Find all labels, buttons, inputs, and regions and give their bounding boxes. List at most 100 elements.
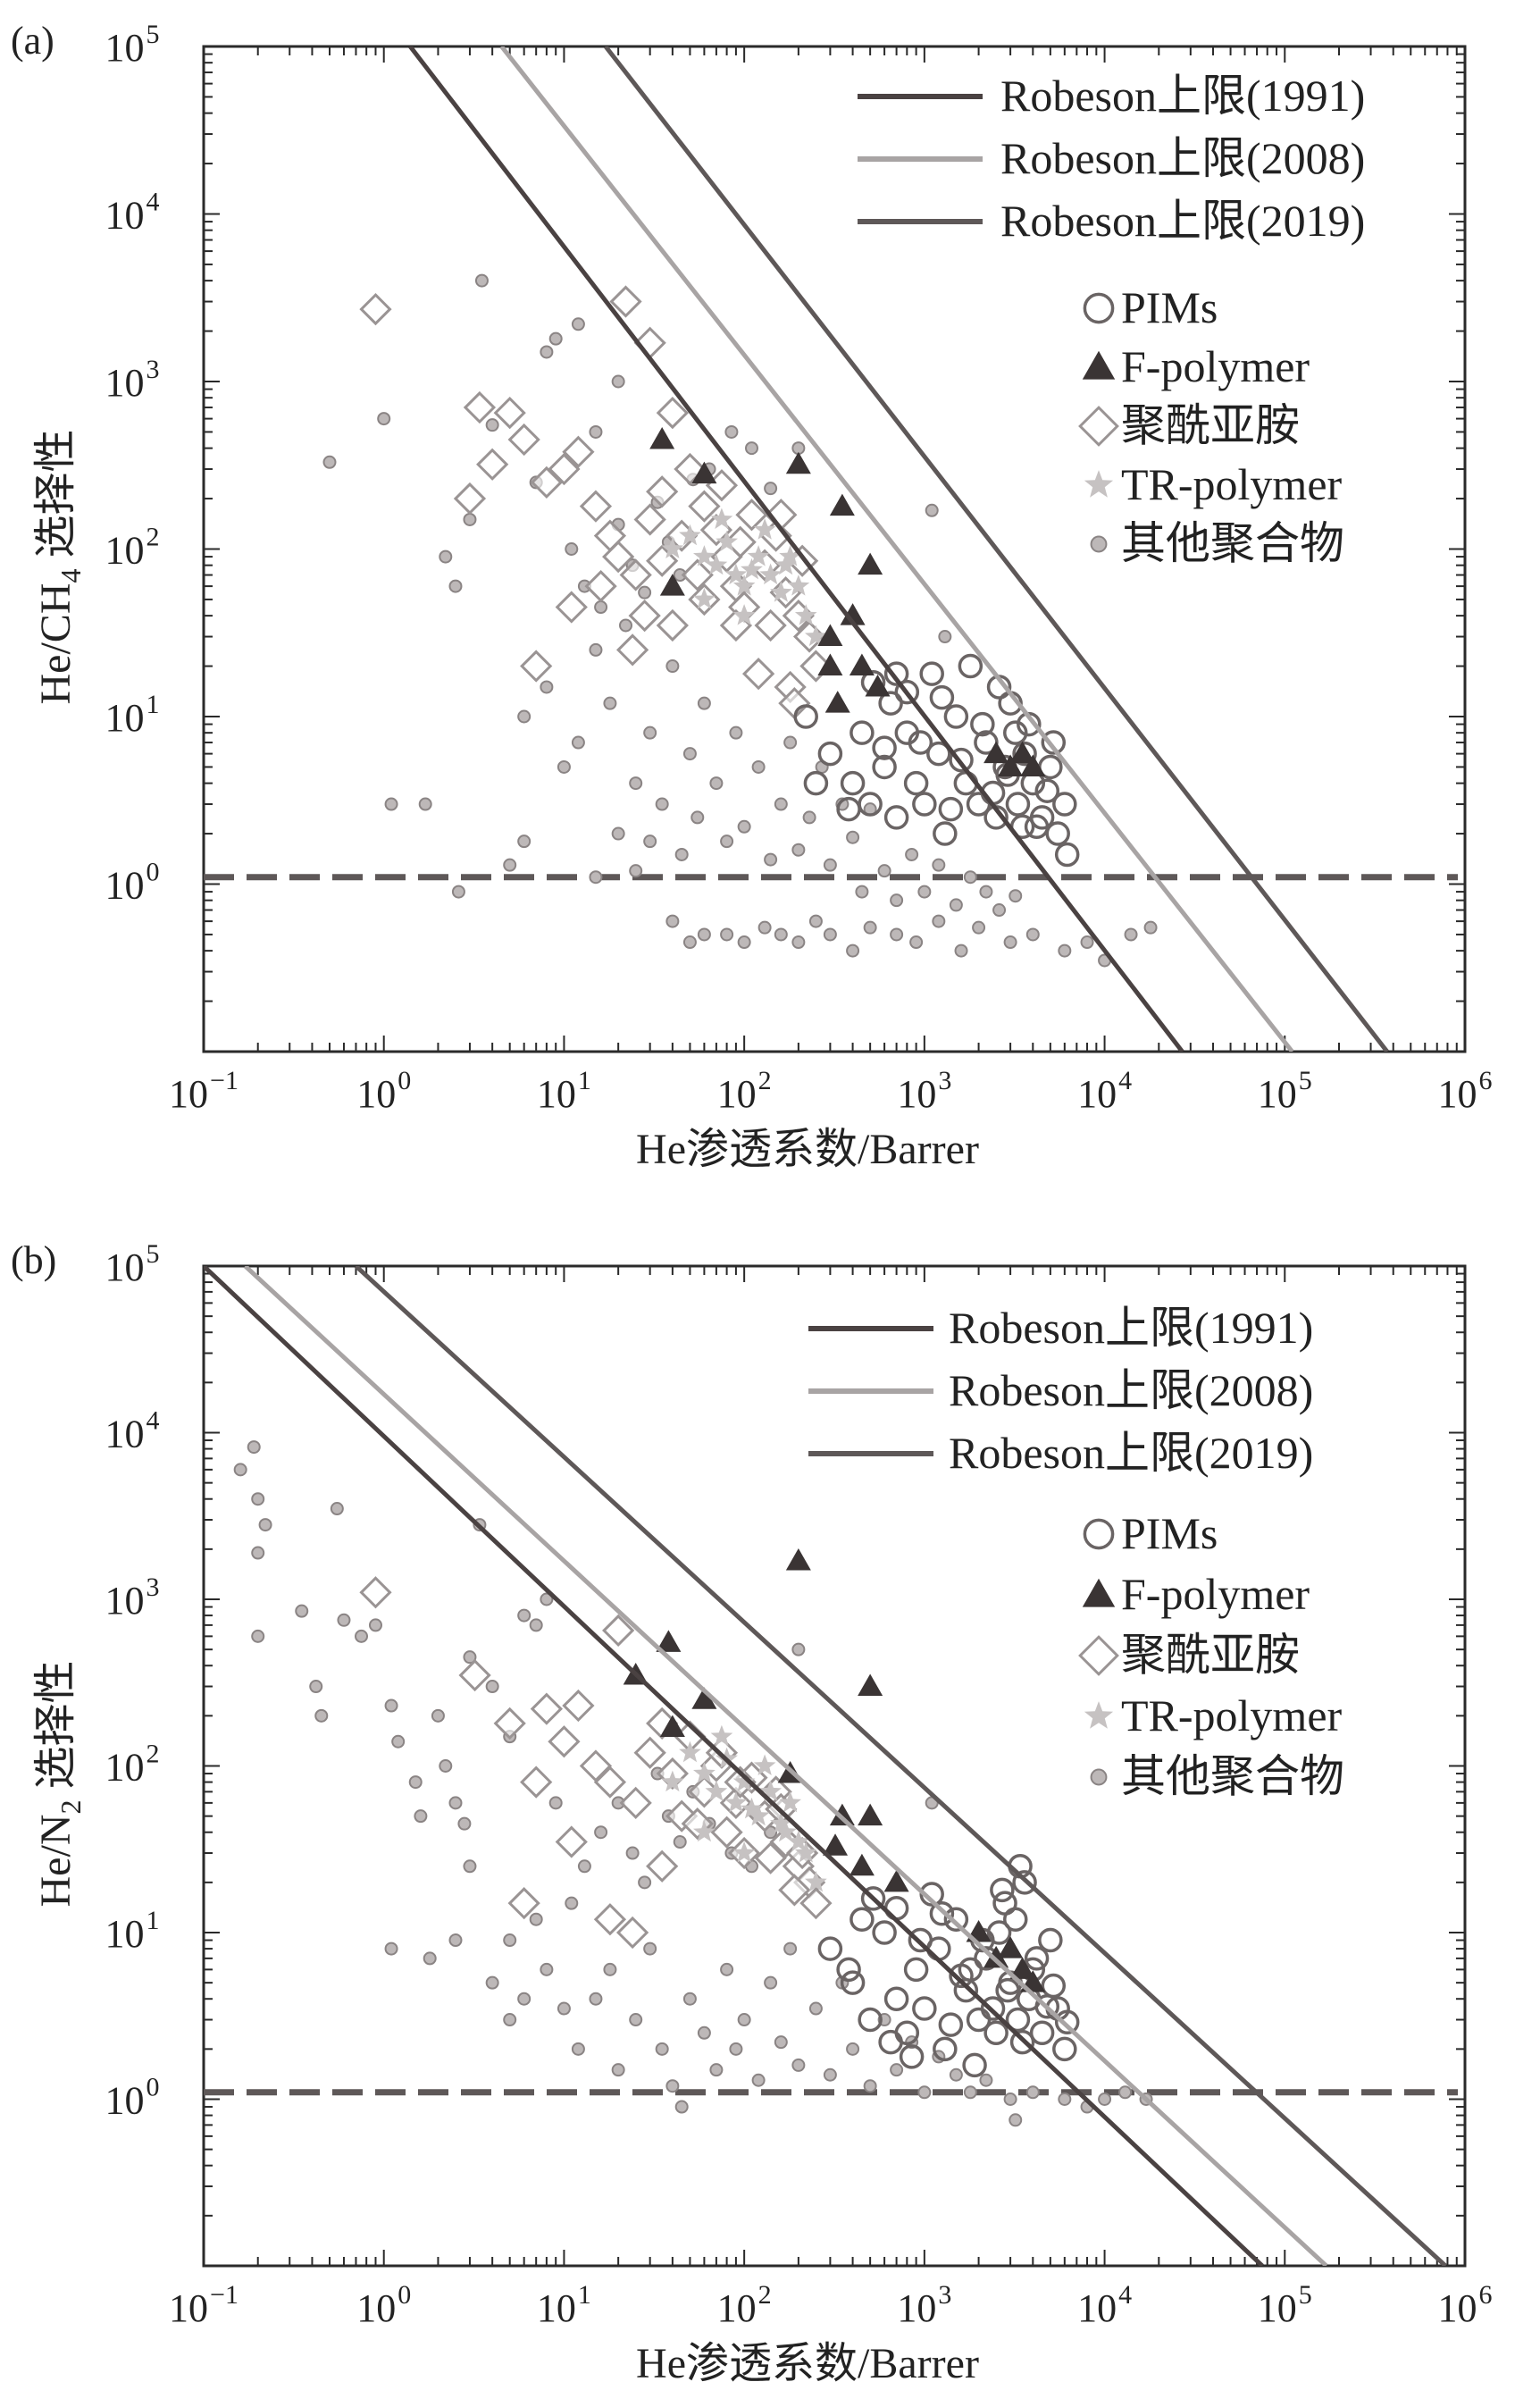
data-point (917, 885, 932, 899)
y-tick-label: 102 (105, 523, 160, 573)
data-point (251, 1629, 265, 1643)
data-point (741, 1797, 763, 1819)
data-point (665, 914, 680, 928)
data-point (990, 1877, 1015, 1903)
x-tick-label: 102 (717, 2280, 772, 2330)
x-tick-label: 106 (1438, 1066, 1493, 1116)
data-point (589, 1992, 603, 2006)
data-point (656, 1630, 682, 1652)
data-point (732, 574, 756, 596)
data-point (314, 1708, 329, 1723)
data-point (589, 424, 603, 439)
data-point (571, 2042, 585, 2056)
data-point (802, 810, 816, 825)
data-point (877, 864, 891, 878)
data-point (359, 1576, 392, 1609)
data-point (682, 1992, 697, 2006)
data-point (1143, 920, 1158, 935)
data-point (619, 618, 633, 633)
robeson-bound-line (354, 1266, 1447, 2266)
data-point (737, 935, 751, 950)
legend-marker-label: PIMs (1121, 282, 1218, 332)
data-point (709, 2063, 724, 2077)
data-point (1009, 889, 1023, 903)
x-tick-label: 10−1 (169, 1066, 239, 1116)
data-point (414, 1809, 428, 1824)
data-point (562, 435, 595, 468)
data-point (933, 2036, 958, 2062)
data-point (384, 1698, 398, 1713)
data-point (458, 1658, 491, 1692)
data-point (603, 1962, 617, 1976)
data-point (724, 563, 748, 585)
data-point (787, 574, 810, 596)
legend-line-label: Robeson上限(2019) (949, 1428, 1313, 1478)
data-point (932, 858, 946, 872)
data-point (643, 725, 657, 740)
data-point (938, 796, 964, 822)
data-point (883, 805, 909, 830)
data-point (1052, 2036, 1077, 2062)
data-point (908, 730, 933, 755)
y-tick-label: 104 (105, 1406, 160, 1456)
data-point (774, 553, 797, 575)
data-point (337, 1613, 351, 1627)
data-point (643, 834, 657, 849)
y-axis-label: He/N2 选择性 (32, 1661, 87, 1908)
data-point (233, 1463, 247, 1477)
data-point (980, 1996, 1006, 2021)
panel-b-chart: (b) 10−1 100 101 102 103 104 105 106 100 101 102 103… (11, 1238, 1493, 2387)
data-point (829, 493, 855, 516)
data-point (747, 1804, 770, 1826)
data-point (720, 1962, 734, 1976)
data-point (693, 1762, 716, 1783)
data-point (903, 1957, 929, 1983)
data-point (557, 2001, 571, 2016)
data-point (710, 1816, 743, 1849)
data-point (507, 423, 540, 457)
x-tick-label: 101 (537, 1066, 591, 1116)
data-point (629, 776, 643, 791)
data-point (929, 1900, 955, 1926)
data-point (1038, 1927, 1063, 1953)
data-point (783, 735, 798, 750)
legend-line-label: Robeson上限(2019) (1000, 196, 1365, 246)
data-point (808, 2001, 823, 2016)
panel-label: (a) (11, 19, 54, 63)
data-point (779, 1791, 801, 1813)
data-point (611, 826, 625, 841)
data-point (431, 1708, 445, 1723)
data-point (817, 624, 843, 647)
data-point (929, 684, 955, 710)
data-point (710, 1724, 733, 1747)
legend-marker (1083, 1518, 1115, 1550)
data-point (377, 412, 391, 426)
y-tick-label: 102 (105, 1740, 160, 1790)
data-point (878, 2029, 903, 2055)
legend-marker (1084, 470, 1114, 498)
data-point (457, 1816, 472, 1831)
robeson-bound-line (243, 1266, 1328, 2266)
legend-marker (1082, 350, 1116, 380)
data-point (593, 1765, 627, 1799)
data-point (1003, 935, 1017, 950)
data-point (633, 1736, 666, 1769)
data-point (681, 558, 714, 591)
legend-marker (1078, 1635, 1119, 1676)
data-point (619, 1786, 652, 1819)
data-point (571, 317, 585, 331)
data-point (995, 1977, 1020, 2003)
data-point (1024, 814, 1050, 840)
data-point (1012, 741, 1037, 767)
data-point (1025, 927, 1040, 942)
data-point (1012, 1870, 1037, 1895)
legend-marker (1090, 1768, 1108, 1786)
data-point (629, 864, 643, 878)
data-point (705, 1780, 728, 1801)
data-point (863, 920, 877, 935)
data-point (579, 490, 613, 523)
data-point (794, 1841, 817, 1863)
data-point (962, 2052, 987, 2078)
data-point (589, 642, 603, 657)
y-tick-label: 104 (105, 188, 160, 238)
